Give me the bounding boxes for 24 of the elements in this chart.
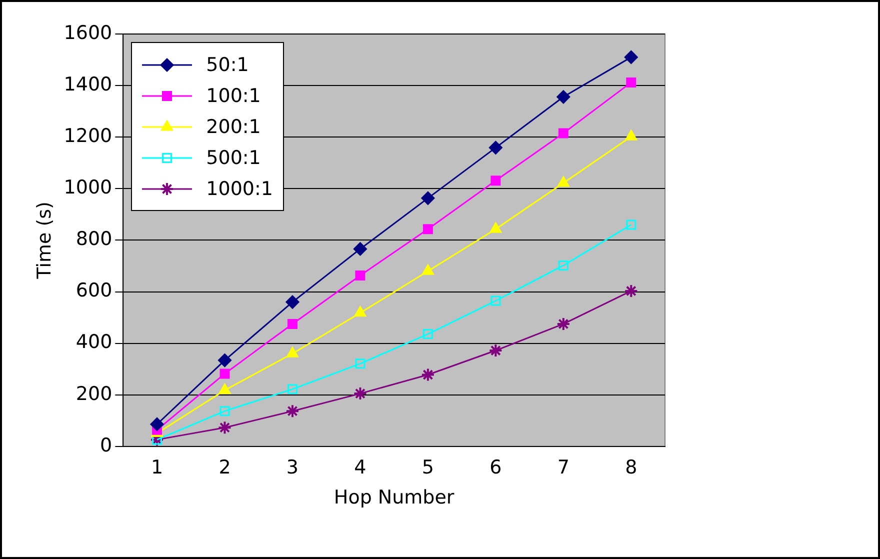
x-tick-label: 5	[422, 456, 434, 479]
y-tick-label: 400	[76, 331, 112, 354]
legend-label: 500:1	[206, 146, 261, 168]
y-tick-label: 800	[76, 228, 112, 250]
y-tick-label: 1200	[64, 125, 112, 148]
legend-label: 200:1	[206, 116, 261, 138]
x-tick-label: 1	[150, 456, 164, 479]
x-tick-label: 4	[354, 456, 366, 479]
x-tick-label: 2	[218, 456, 231, 479]
y-tick-label: 1400	[64, 73, 112, 96]
x-tick-label: 8	[625, 456, 638, 479]
x-tick-label: 7	[557, 456, 570, 479]
legend-label: 1000:1	[206, 178, 273, 200]
x-axis-title: Hop Number	[334, 486, 454, 509]
legend-label: 50:1	[206, 54, 249, 76]
y-tick-label: 200	[76, 382, 112, 405]
y-tick-label: 600	[76, 280, 112, 302]
y-tick-label: 1000	[64, 176, 112, 199]
y-axis-title: Time (s)	[33, 202, 56, 280]
x-tick-label: 6	[490, 456, 502, 479]
y-tick-label: 0	[100, 434, 112, 456]
x-tick-label: 3	[286, 456, 299, 479]
legend-label: 100:1	[206, 84, 261, 106]
y-tick-label: 1600	[64, 22, 112, 44]
